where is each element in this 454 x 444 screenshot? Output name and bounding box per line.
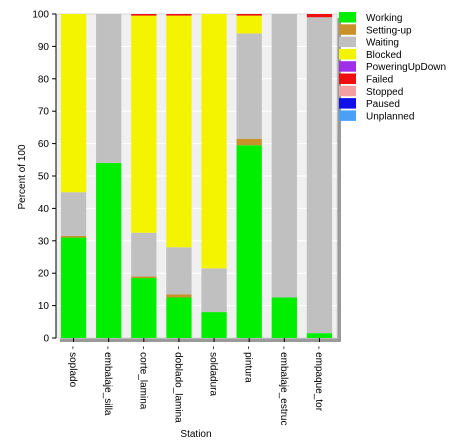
x-tick-label: - empaque_tor (313, 346, 324, 412)
bar-segment (201, 312, 227, 338)
bar-segment (271, 14, 297, 298)
legend-swatch (339, 85, 356, 97)
bar-segment (96, 163, 122, 338)
bar-segment (306, 14, 333, 18)
x-tick-label: - soplado (67, 346, 78, 388)
bar-segment (131, 14, 157, 16)
bar-segment (166, 294, 192, 298)
bar-segment (236, 145, 262, 338)
x-tick-label: - embalaje_estruc (278, 346, 289, 425)
legend-swatch (339, 12, 356, 23)
y-tick-label: 50 (38, 172, 50, 183)
legend-entry: Waiting (366, 38, 399, 49)
y-tick-label: 10 (38, 301, 50, 312)
y-tick-label: 60 (38, 139, 50, 150)
legend-swatch (339, 36, 356, 48)
legend-swatch (339, 98, 356, 109)
legend-entry: Unplanned (366, 111, 414, 122)
bar-segment (60, 14, 87, 193)
bar-segment (166, 15, 192, 248)
y-tick-label: 20 (38, 269, 50, 280)
y-tick-label: 90 (38, 42, 50, 53)
y-tick-label: 0 (43, 334, 49, 345)
legend-swatch (339, 61, 356, 72)
legend-entry: Failed (366, 75, 393, 86)
bar-segment (236, 14, 262, 16)
bar-segment (131, 15, 157, 233)
y-tick-label: 100 (32, 10, 49, 21)
bar-segment (306, 333, 333, 338)
bar-segment (131, 278, 157, 338)
y-tick-label: 80 (38, 74, 50, 85)
bar-segment (60, 192, 87, 236)
bar-segment (236, 33, 262, 139)
bar-segment (60, 237, 87, 338)
bar-segment (201, 14, 227, 269)
legend-swatch (339, 73, 356, 84)
x-axis-label: Station (180, 429, 211, 440)
x-tick-label: - embalaje_silla (102, 346, 113, 416)
legend-entry: Paused (366, 99, 400, 110)
bar-segment (166, 297, 192, 338)
bar-segment (201, 268, 227, 313)
bars (60, 14, 333, 338)
legend-swatch (339, 48, 356, 60)
x-axis: - soplado - embalaje_silla - corte_lamina -… (67, 338, 324, 425)
bar-segment (271, 297, 297, 338)
legend-swatch (339, 24, 356, 35)
legend-entry: PoweringUpDown (366, 62, 446, 73)
legend-entry: Blocked (366, 50, 402, 61)
y-tick-label: 70 (38, 107, 50, 118)
bar-segment (131, 276, 157, 279)
bar-segment (236, 138, 262, 146)
y-axis: 0 10 20 30 40 50 60 70 80 90 100 (32, 10, 57, 345)
bar-segment (166, 247, 192, 295)
bar-segment (306, 17, 333, 334)
bar-segment (96, 14, 122, 164)
x-tick-label: - corte_lamina (137, 346, 148, 410)
y-tick-label: 40 (38, 204, 50, 215)
legend-swatch (339, 110, 356, 121)
bar-segment (166, 14, 192, 16)
x-tick-label: - doblado_lamina (172, 346, 183, 423)
legend-entry: Working (366, 13, 403, 24)
bar-segment (236, 15, 262, 34)
x-tick-label: - soldadura (208, 346, 219, 396)
legend-entry: Setting-up (366, 25, 412, 36)
y-axis-label: Percent of 100 (17, 144, 28, 209)
legend-entry: Stopped (366, 87, 403, 98)
x-tick-label: - pintura (243, 346, 254, 383)
y-tick-label: 30 (38, 236, 50, 247)
bar-segment (60, 235, 87, 238)
bar-segment (131, 232, 157, 277)
